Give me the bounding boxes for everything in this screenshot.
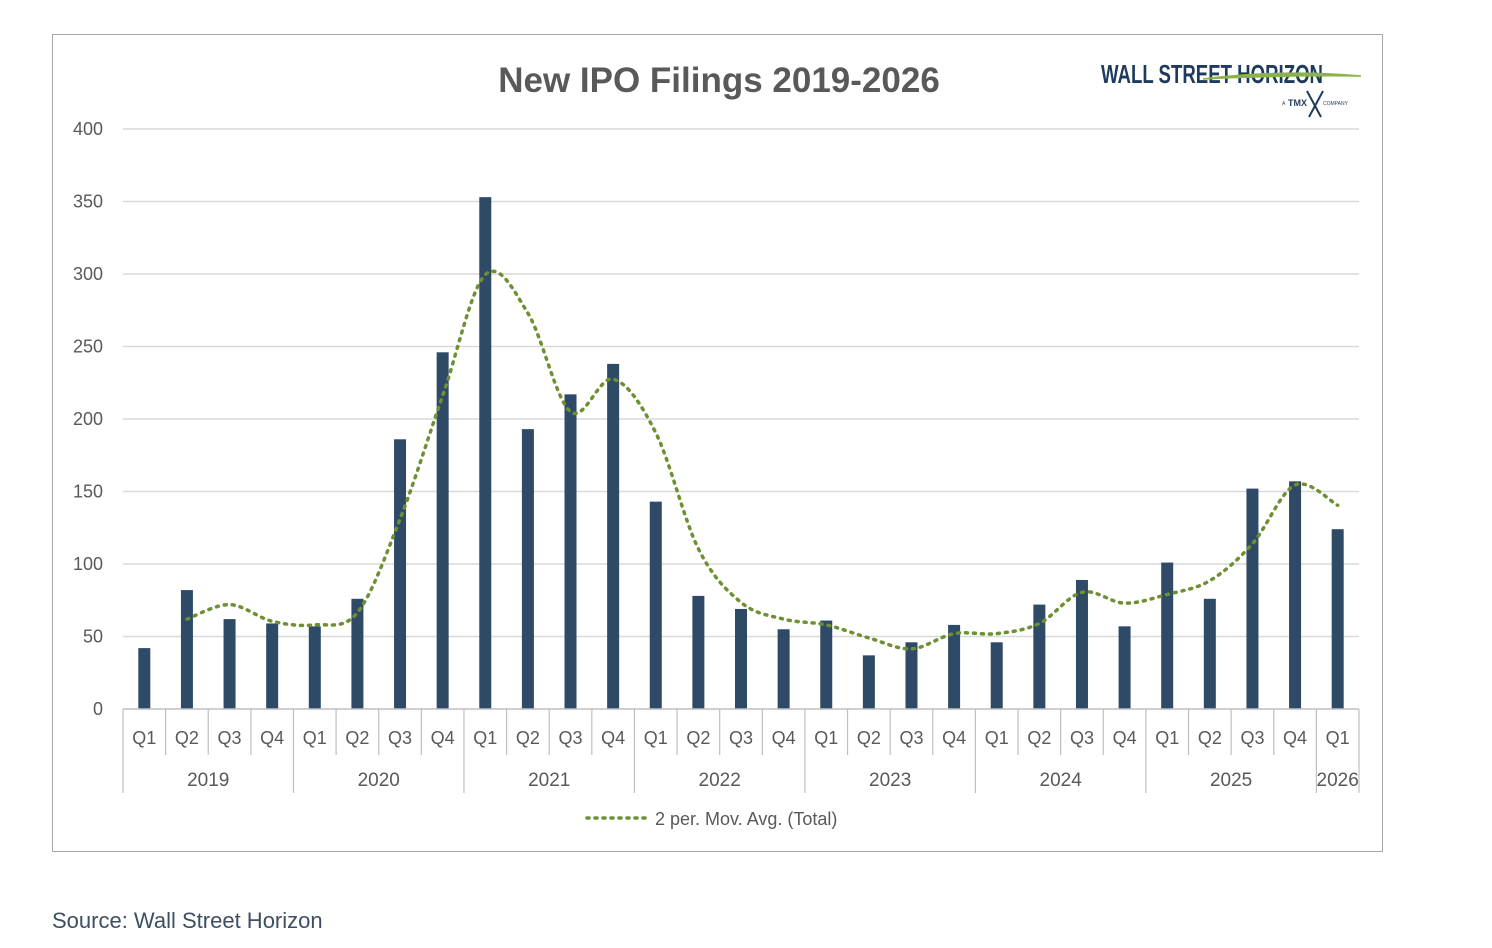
bar: [1161, 562, 1174, 709]
y-tick-label: 400: [73, 119, 103, 139]
x-tick-label: Q4: [431, 728, 455, 748]
bar: [1033, 604, 1046, 709]
y-tick-label: 0: [93, 699, 103, 719]
logo-prefix: A: [1282, 101, 1286, 107]
legend-label-moving-average: 2 per. Mov. Avg. (Total): [655, 809, 837, 829]
logo-x-mark-icon: [1306, 90, 1324, 118]
x-tick-label: Q4: [942, 728, 966, 748]
x-tick-label: Q1: [985, 728, 1009, 748]
bar: [351, 598, 364, 709]
x-tick-label: Q2: [175, 728, 199, 748]
chart-frame: New IPO Filings 2019-2026 WALL STREET HO…: [52, 34, 1383, 852]
x-group-label: 2020: [358, 770, 400, 791]
x-tick-label: Q2: [686, 728, 710, 748]
y-tick-label: 350: [73, 192, 103, 212]
x-tick-label: Q4: [260, 728, 284, 748]
bar: [692, 595, 705, 709]
x-tick-label: Q1: [644, 728, 668, 748]
bar: [394, 439, 407, 709]
bar: [1331, 529, 1344, 709]
x-tick-label: Q1: [473, 728, 497, 748]
x-tick-label: Q1: [132, 728, 156, 748]
gridlines: [123, 128, 1359, 638]
x-tick-label: Q3: [559, 728, 583, 748]
x-tick-label: Q2: [1198, 728, 1222, 748]
bar: [607, 363, 620, 709]
bar: [180, 590, 193, 709]
bar: [564, 394, 577, 709]
x-tick-label: Q1: [303, 728, 327, 748]
y-tick-label: 150: [73, 482, 103, 502]
x-tick-label: Q1: [814, 728, 838, 748]
bar: [1118, 626, 1131, 709]
x-group-label: 2021: [528, 770, 570, 791]
x-axis: Q1 Q2 Q3 Q4 Q1 Q2 Q3 Q4 Q1 Q2 Q3 Q4 Q1 Q2 Q3 Q4 Q1 Q2 Q3 Q4…: [122, 708, 1360, 793]
bar: [948, 624, 961, 709]
x-tick-label: Q1: [1155, 728, 1179, 748]
bar: [138, 648, 151, 709]
y-tick-label: 200: [73, 409, 103, 429]
bar: [1246, 488, 1259, 709]
x-tick-label: Q2: [857, 728, 881, 748]
logo-horizon-swoosh: [1202, 72, 1362, 80]
bar: [436, 352, 449, 709]
bar: [1289, 481, 1302, 709]
x-tick-label: Q3: [1070, 728, 1094, 748]
x-tick-label: Q1: [1326, 728, 1350, 748]
bar: [223, 619, 236, 709]
logo-tmx: TMX: [1288, 98, 1307, 108]
bar: [308, 626, 321, 709]
x-group-label: 2019: [187, 770, 229, 791]
bar: [862, 655, 875, 709]
bar: [1075, 579, 1088, 709]
logo-company: COMPANY: [1323, 101, 1349, 107]
x-tick-label: Q4: [1113, 728, 1137, 748]
legend: 2 per. Mov. Avg. (Total): [585, 809, 837, 829]
x-group-label: 2025: [1210, 770, 1252, 791]
x-tick-label: Q3: [899, 728, 923, 748]
x-group-label: 2024: [1040, 770, 1083, 791]
bar: [1203, 598, 1216, 709]
y-tick-label: 100: [73, 554, 103, 574]
y-tick-label: 50: [83, 627, 103, 647]
bar: [777, 629, 790, 709]
x-tick-label: Q4: [772, 728, 796, 748]
y-axis-ticks: 0 50 100 150 200 250 300 350 400: [73, 119, 103, 719]
bar: [479, 197, 492, 709]
x-tick-label: Q2: [516, 728, 540, 748]
chart-svg: New IPO Filings 2019-2026 WALL STREET HO…: [73, 59, 1362, 829]
x-group-label: 2022: [699, 770, 741, 791]
x-tick-label: Q2: [1027, 728, 1051, 748]
x-tick-label: Q3: [388, 728, 412, 748]
x-tick-label: Q3: [729, 728, 753, 748]
bar: [735, 608, 747, 709]
chart-title: New IPO Filings 2019-2026: [498, 61, 940, 100]
source-caption: Source: Wall Street Horizon: [52, 908, 323, 933]
y-tick-label: 250: [73, 337, 103, 357]
x-tick-label: Q4: [601, 728, 625, 748]
moving-average-line: [185, 269, 1340, 651]
bar: [990, 642, 1003, 709]
x-group-label: 2026: [1317, 770, 1359, 791]
x-tick-label: Q3: [1240, 728, 1264, 748]
bar: [905, 642, 918, 709]
x-tick-label: Q2: [345, 728, 369, 748]
bar: [521, 429, 534, 709]
y-tick-label: 300: [73, 264, 103, 284]
x-group-label: 2023: [869, 770, 911, 791]
wall-street-horizon-logo: WALL STREET HORIZON A TMX COMPANY: [1101, 59, 1362, 118]
bar: [266, 623, 279, 709]
bar: [820, 620, 833, 709]
x-tick-label: Q4: [1283, 728, 1307, 748]
bar: [649, 501, 662, 709]
x-tick-label: Q3: [218, 728, 242, 748]
bar-series: [138, 197, 1344, 709]
